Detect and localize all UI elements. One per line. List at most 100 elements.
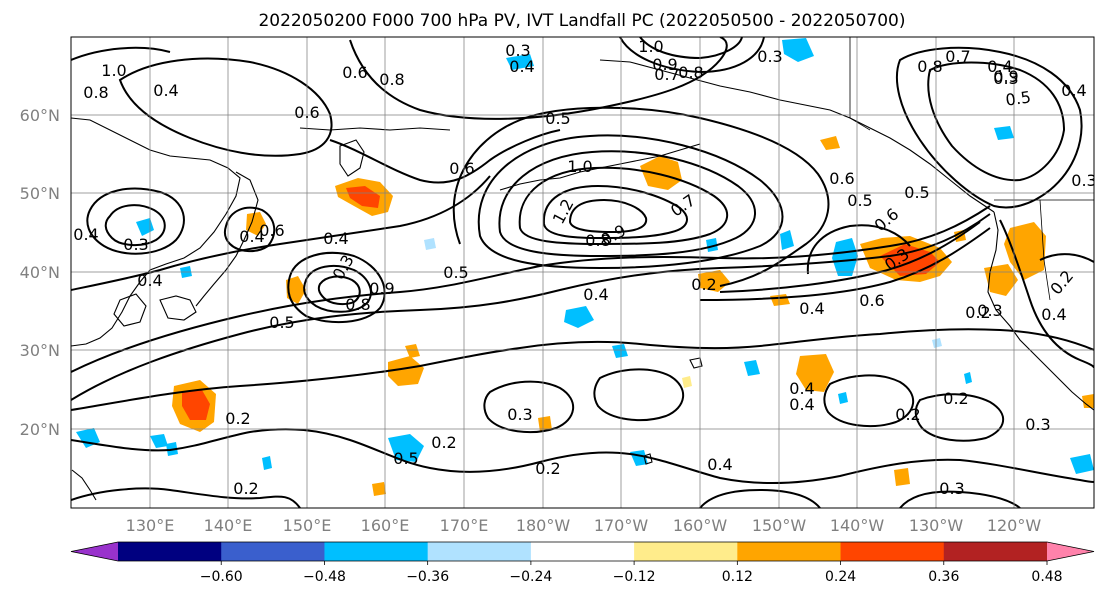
colorbar-segments <box>70 541 1095 562</box>
contour-label: 0.8 <box>678 63 703 82</box>
contour-label: 1.0 <box>101 61 126 80</box>
contour-label: 0.5 <box>393 449 418 468</box>
shading-positive <box>246 212 266 236</box>
shading-negative <box>832 238 858 276</box>
shading-negative <box>506 54 534 70</box>
contour-labels: 0.30.41.00.9 0.80.7 0.30.40.5 0.40.90.80.70… <box>73 37 1096 498</box>
contour-label: 0.3 <box>123 235 148 254</box>
contour-label: 0.8 <box>917 57 942 76</box>
shading-negative <box>782 38 814 62</box>
contour-label: 0.4 <box>1041 305 1066 324</box>
contour-label: 0.8 <box>585 231 610 250</box>
lat-label: 40°N <box>20 263 60 282</box>
contour-label: 0.4 <box>323 229 348 248</box>
colorbar-segment <box>634 542 738 561</box>
contour-label: 0.2 <box>691 275 716 294</box>
colorbar-extend-high <box>1047 542 1094 561</box>
contour-label: 1.0 <box>638 37 663 56</box>
contour-line <box>1039 253 1094 263</box>
contour-line <box>452 106 830 287</box>
contour-line <box>71 205 991 373</box>
map-frame <box>70 36 1095 509</box>
contour-label: 0.5 <box>443 263 468 282</box>
contour-label: 0.3 <box>1071 171 1096 190</box>
contour-line <box>699 227 991 301</box>
coastlines <box>71 59 1094 501</box>
shading-positive <box>538 416 552 432</box>
lon-label: 180°W <box>516 516 571 535</box>
shading-strong-positive <box>182 390 210 420</box>
contour-line <box>71 213 991 401</box>
contour-label: 0.3 <box>507 405 532 424</box>
contour-line <box>483 380 575 434</box>
lon-label: 150°W <box>752 516 807 535</box>
contour-line <box>71 328 1094 411</box>
contour-line <box>593 368 685 422</box>
colorbar-tick-label: −0.12 <box>613 569 656 585</box>
contour-label: 0.6 <box>342 63 367 82</box>
contour-label: 0.8 <box>83 83 108 102</box>
shading-strong-positive <box>346 186 380 208</box>
lat-label: 60°N <box>20 106 60 125</box>
contour-label: 0.2 <box>431 433 456 452</box>
contour-line <box>699 488 821 508</box>
lon-label: 170°E <box>440 516 489 535</box>
shading-negative <box>780 230 794 250</box>
contour-line <box>303 264 372 313</box>
contour-label: 0.6 <box>449 159 474 178</box>
contour-label: 0.9 <box>369 279 394 298</box>
shading-weak-negative <box>932 338 942 348</box>
contour-line <box>104 204 166 246</box>
contour-label: 0.8 <box>345 295 370 314</box>
colorbar-segment <box>737 542 842 561</box>
shading-negative <box>150 434 168 448</box>
shading-negative <box>1070 454 1094 474</box>
contour-label: 0.5 <box>1004 87 1032 109</box>
contour-line <box>71 428 1094 485</box>
contour-line <box>86 187 185 255</box>
colorbar-tick-label: −0.36 <box>406 569 449 585</box>
lon-label: 150°E <box>283 516 332 535</box>
contour-label: 1.0 <box>567 157 592 176</box>
contour-label: 0.3 <box>977 301 1002 320</box>
lon-label: 160°W <box>673 516 728 535</box>
colorbar-tick-label: −0.24 <box>509 569 552 585</box>
borders <box>849 37 1094 301</box>
contour-label: 0.4 <box>583 285 608 304</box>
contour-line <box>498 150 756 258</box>
contour-line <box>927 61 1066 182</box>
shading-positive <box>388 356 424 386</box>
contour-label: 0.6 <box>294 103 319 122</box>
contour-line <box>118 57 333 157</box>
lon-label: 160°E <box>361 516 410 535</box>
contour-line <box>71 487 301 508</box>
colorbar-tick-label: −0.48 <box>303 569 346 585</box>
shading-negative <box>388 434 424 462</box>
contour-label: 0.4 <box>987 57 1012 76</box>
lat-label: 50°N <box>20 184 60 203</box>
colorbar-segment <box>530 542 635 561</box>
contour-label: 0.2 <box>535 459 560 478</box>
contour-line <box>542 184 688 240</box>
shading-positive <box>640 156 682 190</box>
contour-label: 0.4 <box>789 395 814 414</box>
contour-label: 0.3 <box>757 47 782 66</box>
contour-line <box>71 175 491 291</box>
contour-label: 0.5 <box>269 313 294 332</box>
colorbar-segment <box>221 542 325 561</box>
contour-label: 0.2 <box>233 479 258 498</box>
lon-label: 120°W <box>987 516 1042 535</box>
shading-negative <box>612 344 628 358</box>
contour-label: 0.3 <box>1025 415 1050 434</box>
lat-axis: 60°N 50°N 40°N 30°N 20°N <box>20 106 60 439</box>
contour-label: 0.4 <box>73 225 98 244</box>
contour-line <box>349 37 728 120</box>
lon-label: 140°W <box>830 516 885 535</box>
contour-label: 0.7 <box>945 47 970 66</box>
pv-contours <box>71 37 1094 508</box>
contour-label: 0.9 <box>993 67 1018 86</box>
lat-label: 20°N <box>20 420 60 439</box>
contour-label: 0.4 <box>1061 81 1086 100</box>
colorbar-segment <box>840 542 945 561</box>
shading-negative <box>994 126 1014 140</box>
